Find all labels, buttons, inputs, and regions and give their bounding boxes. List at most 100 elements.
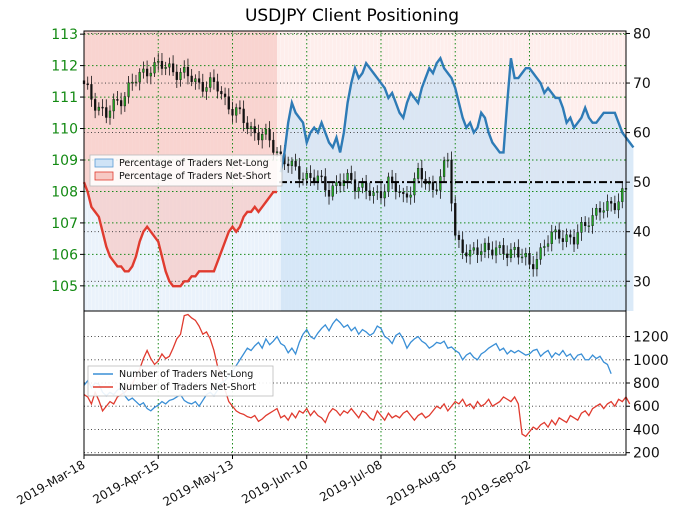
candle-body: [242, 108, 245, 124]
candle-body: [439, 176, 442, 191]
x-tick-label: 2019-Aug-05: [384, 457, 458, 508]
bot-right-tick-label: 400: [633, 422, 660, 438]
candle-body: [416, 168, 420, 179]
candle-body: [383, 191, 386, 199]
legend-swatch-net-long-pct: [94, 158, 114, 168]
candle-body: [279, 151, 282, 154]
candle-body: [610, 201, 613, 204]
candle-body: [409, 194, 412, 198]
candle-body: [569, 234, 572, 238]
legend-label-net-short-num: Number of Traders Net-Short: [119, 382, 256, 393]
candle-body: [565, 234, 568, 242]
bot-right-tick-label: 600: [633, 399, 660, 415]
candle-body: [595, 208, 598, 216]
candle-body: [502, 245, 505, 255]
candle-body: [171, 63, 175, 73]
candle-body: [476, 247, 479, 256]
candle-body: [268, 129, 271, 141]
candle-body: [387, 176, 390, 193]
candle-body: [313, 177, 316, 182]
candle-body: [186, 66, 190, 77]
candle-body: [216, 81, 219, 92]
candle-body: [327, 190, 331, 197]
candle-body: [528, 253, 531, 265]
candle-body: [238, 107, 242, 110]
candle-body: [368, 190, 371, 196]
right-tick-label: 60: [633, 126, 651, 142]
candle-body: [301, 178, 305, 181]
candle-body: [554, 229, 557, 233]
candle-body: [435, 189, 438, 191]
left-tick-label: 107: [51, 216, 78, 232]
x-tick-label: 2019-May-13: [161, 457, 236, 509]
candle-body: [294, 160, 297, 167]
left-tick-label: 108: [51, 184, 78, 200]
legend-label-net-long-num: Number of Traders Net-Long: [119, 369, 253, 380]
x-tick-label: 2019-Apr-15: [90, 457, 161, 506]
candle-body: [361, 182, 364, 188]
left-tick-label: 109: [51, 153, 78, 169]
candle-body: [142, 68, 145, 73]
candle-body: [498, 245, 501, 249]
candle-body: [298, 166, 301, 180]
candle-body: [468, 249, 472, 257]
candle-body: [275, 151, 279, 153]
candle-body: [134, 81, 138, 84]
candle-body: [320, 175, 323, 178]
candle-body: [372, 192, 375, 196]
candle-body: [120, 100, 123, 107]
candle-body: [197, 78, 201, 83]
candle-body: [290, 160, 294, 167]
candle-body: [442, 160, 446, 177]
x-tick-label: 2019-Jul-08: [317, 457, 384, 504]
candle-body: [101, 106, 104, 109]
chart-title: USDJPY Client Positioning: [245, 6, 459, 26]
candle-body: [90, 84, 93, 100]
candle-body: [212, 77, 216, 82]
candle-body: [116, 99, 119, 101]
candle-body: [517, 246, 520, 258]
candle-body: [231, 108, 234, 116]
candle-body: [491, 249, 494, 256]
legend-number: Number of Traders Net-Long Number of Tra…: [87, 365, 274, 397]
candle-body: [331, 185, 334, 197]
candle-body: [183, 66, 186, 73]
candle-body: [391, 176, 394, 182]
candle-body: [145, 68, 149, 77]
left-tick-label: 113: [51, 27, 78, 43]
x-tick-label: 2019-Jun-10: [239, 457, 310, 506]
candle-body: [246, 122, 249, 129]
net-long-count-line: [83, 318, 612, 412]
legend-percentage: Percentage of Traders Net-Long Percentag…: [89, 154, 283, 187]
candle-body: [617, 201, 620, 211]
candle-body: [480, 251, 483, 256]
candle-body: [86, 83, 89, 86]
candle-body: [353, 179, 357, 192]
x-tick-label: 2019-Mar-18: [14, 457, 87, 507]
left-tick-label: 110: [51, 122, 78, 138]
candle-body: [257, 132, 260, 141]
candle-body: [539, 247, 542, 260]
candle-body: [305, 173, 308, 180]
candle-body: [457, 235, 461, 240]
bot-right-tick-label: 1000: [633, 353, 669, 369]
candle-body: [513, 246, 516, 250]
candle-body: [175, 71, 178, 80]
candle-body: [365, 182, 368, 191]
bot-right-tick-label: 1200: [633, 330, 669, 346]
candle-body: [223, 93, 227, 97]
legend-label-net-long-pct: Percentage of Traders Net-Long: [119, 158, 269, 169]
candle-body: [157, 60, 160, 63]
candle-body: [264, 129, 268, 135]
candle-body: [606, 201, 609, 211]
candle-body: [576, 232, 579, 245]
candle-body: [253, 126, 256, 134]
left-tick-label: 106: [51, 247, 78, 263]
candle-body: [324, 176, 327, 191]
candle-body: [461, 239, 464, 253]
candle-body: [123, 96, 126, 107]
candle-body: [520, 256, 524, 259]
candle-body: [379, 191, 383, 199]
